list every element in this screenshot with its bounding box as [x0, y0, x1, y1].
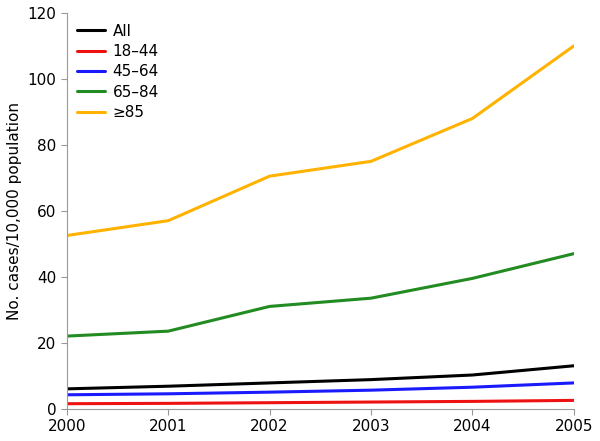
45–64 — [469, 385, 476, 390]
Line: 45–64: 45–64 — [67, 383, 574, 395]
45–64 — [164, 391, 172, 396]
All — [367, 377, 374, 382]
65–84 — [367, 295, 374, 301]
≥85 — [63, 233, 70, 238]
45–64 — [367, 388, 374, 393]
Line: 18–44: 18–44 — [67, 400, 574, 404]
45–64 — [266, 389, 273, 395]
45–64 — [63, 392, 70, 397]
Line: All: All — [67, 366, 574, 389]
All — [570, 363, 577, 368]
≥85 — [469, 116, 476, 121]
≥85 — [266, 173, 273, 179]
65–84 — [63, 333, 70, 339]
65–84 — [266, 304, 273, 309]
All — [63, 386, 70, 392]
≥85 — [367, 159, 374, 164]
Y-axis label: No. cases/10,000 population: No. cases/10,000 population — [7, 102, 22, 320]
18–44 — [63, 401, 70, 406]
18–44 — [570, 398, 577, 403]
18–44 — [164, 401, 172, 406]
≥85 — [570, 43, 577, 49]
All — [266, 380, 273, 385]
Line: 65–84: 65–84 — [67, 254, 574, 336]
≥85 — [164, 218, 172, 223]
18–44 — [469, 399, 476, 404]
65–84 — [469, 276, 476, 281]
45–64 — [570, 380, 577, 385]
65–84 — [164, 329, 172, 334]
All — [164, 384, 172, 389]
All — [469, 372, 476, 377]
Line: ≥85: ≥85 — [67, 46, 574, 235]
18–44 — [266, 400, 273, 405]
18–44 — [367, 400, 374, 405]
65–84 — [570, 251, 577, 256]
Legend: All, 18–44, 45–64, 65–84, ≥85: All, 18–44, 45–64, 65–84, ≥85 — [73, 19, 163, 125]
